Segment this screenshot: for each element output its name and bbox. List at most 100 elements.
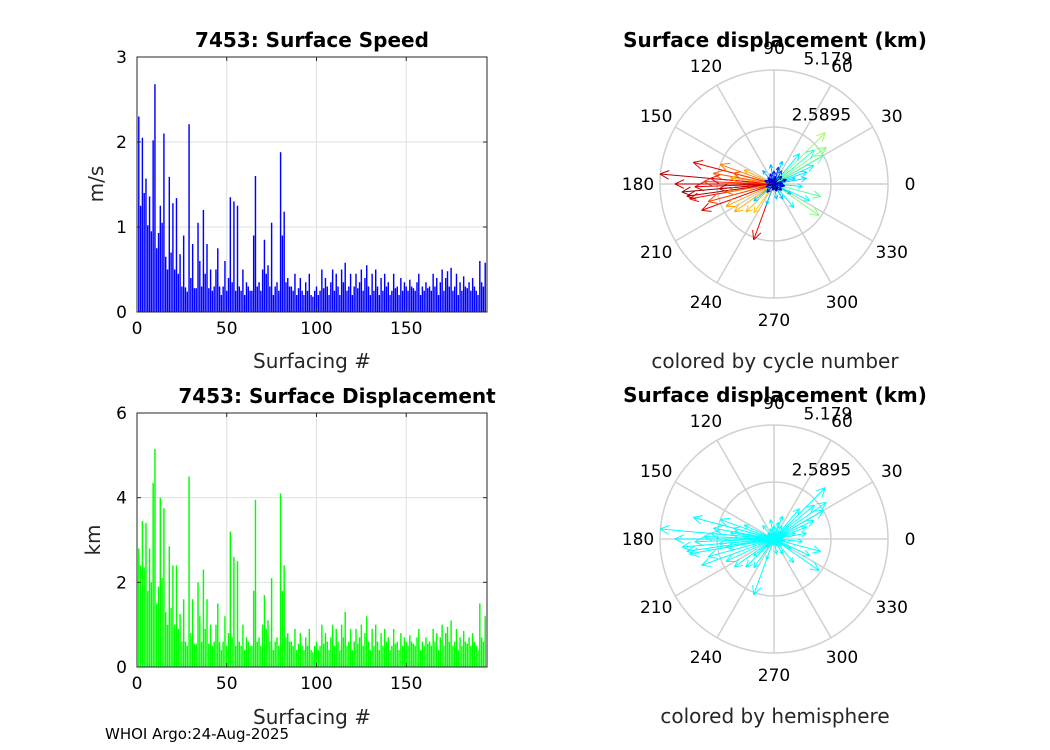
bar [427,288,429,312]
bar [256,286,258,312]
bar [245,282,248,312]
bar [213,641,215,667]
bar [427,643,429,667]
bar [392,628,395,667]
bar [401,290,404,312]
bar [258,637,260,667]
bar [452,290,454,312]
bar [270,222,273,312]
polar-hemisphere-title: Surface displacement (km) [623,383,927,407]
polar-cycle-title: Surface displacement (km) [623,28,927,52]
bar [389,295,391,312]
bar [236,561,239,667]
bar [330,637,332,667]
bar [326,286,328,312]
bar [188,124,190,312]
bar [403,282,406,312]
displacement-vector [773,530,783,540]
bar [224,616,226,667]
displacement-vector [707,538,775,560]
displacement-vector [773,164,815,185]
bar [330,282,332,312]
displacement-vector [701,538,775,567]
bar [163,133,165,312]
bar [220,650,223,667]
displacement-vector [773,153,800,185]
bar [143,193,145,312]
bar [416,282,418,312]
bar [152,482,154,667]
bar [138,116,140,312]
bar [191,599,194,667]
bar [231,637,233,667]
polar-spoke [716,84,775,185]
polar-angle-label: 180 [622,530,654,550]
bar [217,603,219,667]
bar [326,641,328,667]
bar [437,295,440,312]
bar [471,633,474,667]
bar [184,641,187,667]
bar [475,645,477,667]
x-tick-label: 150 [390,319,422,339]
bar [328,295,330,312]
bar [233,201,235,312]
bar [357,643,359,667]
footer-credit: WHOI Argo:24-Aug-2025 [105,725,290,743]
bar [276,282,278,312]
bar [428,641,431,667]
bar [147,225,149,312]
bar [403,637,406,667]
displacement-vector [753,183,775,202]
bar [290,641,293,667]
bar [261,624,264,667]
bar [319,645,321,667]
bar [319,290,321,312]
bar [220,295,223,312]
bar [437,650,440,667]
bar [245,637,248,667]
bar [161,222,163,312]
displacement-vector [725,538,775,562]
bar [441,269,443,312]
displacement-vector [773,181,784,186]
bar [419,295,422,312]
bar [261,269,264,312]
bar [285,637,287,667]
polar-spoke [716,538,775,639]
bar [247,286,249,312]
bar [143,567,145,667]
bar [477,295,479,312]
polar-angle-label: 30 [881,107,903,127]
bar [166,269,169,312]
y-tick-label: 2 [116,133,127,153]
bar [373,290,375,312]
bar [335,628,337,667]
bar [428,286,431,312]
x-tick-label: 0 [132,674,143,694]
bar [297,643,300,667]
polar-spoke [773,538,832,639]
polar-spoke [773,183,832,284]
speed-chart-title: 7453: Surface Speed [195,28,429,52]
bar [211,645,214,667]
bar [450,267,452,312]
displacement-vector [773,536,784,541]
polar-angle-label: 120 [690,57,722,77]
bar [269,286,271,312]
bar [218,641,221,667]
bar [400,278,402,312]
bar [387,282,389,312]
bar [362,290,364,312]
polar-spoke [773,84,832,185]
displacement-vector [686,183,775,200]
bar [360,624,363,667]
bar [303,295,305,312]
bar [313,290,316,312]
polar-radius-label: 2.5895 [792,460,851,480]
bar [186,645,188,667]
bar [348,641,350,667]
bar [217,248,219,312]
bar [288,286,291,312]
bar [227,278,230,312]
